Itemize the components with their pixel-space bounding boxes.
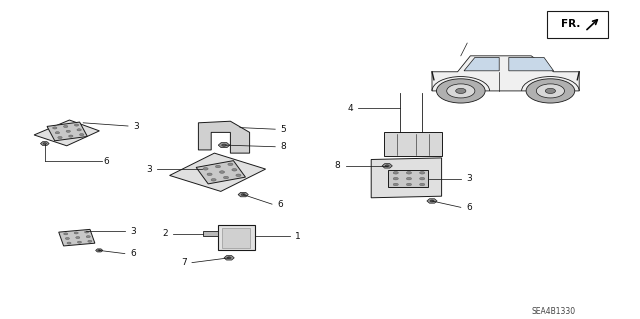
Circle shape — [98, 250, 100, 251]
Polygon shape — [34, 120, 99, 146]
Circle shape — [207, 173, 212, 175]
Text: 6: 6 — [277, 200, 283, 209]
Circle shape — [88, 240, 92, 242]
Text: 3: 3 — [133, 122, 139, 130]
Text: 2: 2 — [162, 229, 168, 238]
Circle shape — [58, 137, 62, 139]
Text: 6: 6 — [466, 203, 472, 212]
Circle shape — [406, 183, 412, 186]
Circle shape — [84, 231, 89, 233]
Polygon shape — [238, 192, 248, 197]
Circle shape — [77, 241, 81, 243]
Text: 8: 8 — [335, 161, 340, 170]
Bar — [218, 226, 255, 250]
Circle shape — [74, 232, 78, 234]
Polygon shape — [204, 231, 218, 236]
Circle shape — [228, 163, 233, 166]
Circle shape — [67, 242, 71, 244]
Circle shape — [221, 144, 227, 146]
Circle shape — [232, 168, 237, 171]
Circle shape — [393, 172, 398, 174]
Polygon shape — [47, 122, 88, 141]
Circle shape — [216, 165, 221, 168]
Circle shape — [436, 79, 485, 103]
Circle shape — [406, 177, 412, 180]
Circle shape — [420, 172, 425, 174]
Polygon shape — [59, 229, 95, 246]
Polygon shape — [40, 142, 49, 145]
Circle shape — [86, 236, 90, 238]
Polygon shape — [388, 170, 428, 188]
Text: 6: 6 — [130, 249, 136, 258]
Circle shape — [55, 132, 60, 134]
Circle shape — [545, 88, 556, 93]
Circle shape — [43, 143, 47, 145]
Text: 3: 3 — [146, 165, 152, 174]
Polygon shape — [170, 153, 266, 191]
Polygon shape — [198, 121, 250, 153]
Polygon shape — [371, 158, 442, 198]
Polygon shape — [464, 57, 499, 71]
Circle shape — [220, 171, 225, 173]
Polygon shape — [218, 143, 230, 148]
Circle shape — [77, 129, 81, 131]
Bar — [547, 11, 608, 38]
Text: 1: 1 — [296, 232, 301, 241]
Polygon shape — [432, 56, 579, 91]
Circle shape — [447, 84, 475, 98]
Polygon shape — [95, 249, 103, 252]
Circle shape — [63, 125, 68, 128]
Circle shape — [456, 88, 466, 93]
Polygon shape — [382, 164, 392, 168]
Circle shape — [393, 183, 398, 186]
Text: 3: 3 — [130, 227, 136, 236]
Polygon shape — [224, 256, 234, 260]
Text: 7: 7 — [181, 258, 187, 267]
Circle shape — [393, 177, 398, 180]
Circle shape — [227, 257, 231, 259]
Circle shape — [236, 174, 241, 176]
Circle shape — [52, 127, 57, 129]
Polygon shape — [196, 161, 246, 184]
Polygon shape — [384, 132, 442, 156]
Text: 3: 3 — [466, 174, 472, 183]
Circle shape — [223, 176, 228, 179]
Circle shape — [65, 237, 69, 240]
Circle shape — [79, 134, 84, 136]
Circle shape — [211, 179, 216, 181]
Circle shape — [536, 84, 564, 98]
Text: SEA4B1330: SEA4B1330 — [532, 307, 575, 315]
Circle shape — [66, 130, 70, 132]
Text: 6: 6 — [104, 157, 109, 166]
Circle shape — [68, 135, 73, 137]
Circle shape — [420, 183, 425, 186]
Text: 8: 8 — [280, 142, 286, 151]
Circle shape — [406, 172, 412, 174]
Bar — [222, 228, 250, 248]
Circle shape — [203, 167, 208, 170]
Circle shape — [74, 124, 79, 126]
Circle shape — [430, 200, 434, 202]
Text: FR.: FR. — [561, 19, 580, 29]
Circle shape — [76, 237, 80, 239]
Text: 4: 4 — [348, 104, 353, 113]
Polygon shape — [427, 199, 437, 203]
Circle shape — [526, 79, 575, 103]
Circle shape — [385, 165, 389, 167]
Text: 5: 5 — [280, 125, 286, 134]
Circle shape — [420, 177, 425, 180]
Circle shape — [64, 233, 68, 235]
Polygon shape — [509, 57, 554, 71]
Circle shape — [241, 194, 245, 196]
